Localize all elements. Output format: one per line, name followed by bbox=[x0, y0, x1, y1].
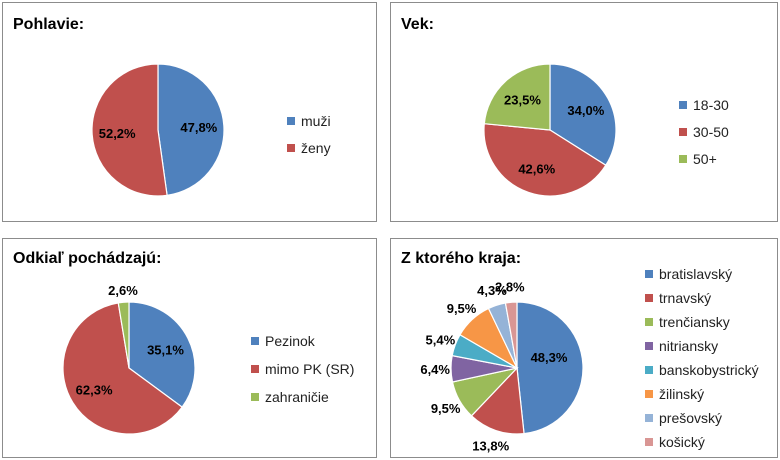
legend-item: košický bbox=[645, 430, 759, 454]
legend-swatch bbox=[645, 270, 653, 278]
data-label: 34,0% bbox=[567, 103, 604, 118]
pie-chart-age: 34,0% 42,6% 23,5% bbox=[483, 63, 617, 197]
legend-item: 18-30 bbox=[679, 91, 729, 118]
data-label: 2,6% bbox=[108, 283, 138, 298]
legend-swatch bbox=[645, 366, 653, 374]
pie-slice bbox=[91, 63, 168, 197]
legend-item: muži bbox=[287, 107, 331, 134]
legend-label: 30-50 bbox=[693, 123, 729, 140]
pie-chart-origin: 35,1% 62,3% 2,6% bbox=[62, 283, 196, 435]
legend-label: bratislavský bbox=[659, 266, 733, 282]
legend-swatch bbox=[679, 100, 687, 109]
chart-panel-region: Z ktorého kraja: 48,3% 13,8% 9,5% 6,4% 5,4% 9… bbox=[390, 238, 778, 458]
legend-swatch bbox=[251, 337, 259, 345]
data-label: 42,6% bbox=[518, 162, 555, 177]
legend-origin: Pezinok mimo PK (SR) zahraničie bbox=[251, 327, 354, 411]
data-label: 48,3% bbox=[531, 350, 568, 365]
legend-item: trnavský bbox=[645, 286, 759, 310]
legend-label: 50+ bbox=[693, 150, 717, 167]
legend-item: 50+ bbox=[679, 145, 729, 172]
legend-label: 18-30 bbox=[693, 96, 729, 113]
legend-swatch bbox=[679, 127, 687, 136]
legend-swatch bbox=[251, 365, 259, 373]
data-label: 9,5% bbox=[447, 301, 477, 316]
chart-panel-gender: Pohlavie: 47,8% 52,2% muži ženy bbox=[2, 2, 377, 222]
legend-label: banskobystrický bbox=[659, 362, 759, 378]
legend-label: mimo PK (SR) bbox=[265, 361, 355, 377]
legend-item: žilinský bbox=[645, 382, 759, 406]
data-label: 2,8% bbox=[495, 279, 525, 294]
legend-item: prešovský bbox=[645, 406, 759, 430]
pie-slice bbox=[516, 301, 584, 435]
chart-title: Odkiaľ pochádzajú: bbox=[13, 250, 162, 267]
legend-label: žilinský bbox=[659, 386, 705, 402]
data-label: 9,5% bbox=[431, 401, 461, 416]
pie-slice bbox=[117, 301, 130, 369]
legend-item: banskobystrický bbox=[645, 358, 759, 382]
chart-title: Vek: bbox=[401, 16, 434, 33]
legend-item: Pezinok bbox=[251, 327, 354, 355]
legend-label: nitriansky bbox=[659, 338, 719, 354]
data-label: 62,3% bbox=[76, 382, 113, 397]
legend-item: mimo PK (SR) bbox=[251, 355, 354, 383]
legend-swatch bbox=[645, 438, 653, 446]
pie-chart-region: 48,3%13,8%9,5%6,4%5,4%9,5%4,3%2,8% bbox=[420, 279, 584, 454]
legend-gender: muži ženy bbox=[287, 107, 331, 161]
pie-slice bbox=[62, 302, 183, 435]
pie-chart-gender: 47,8% 52,2% bbox=[91, 63, 225, 197]
chart-panel-age: Vek: 34,0% 42,6% 23,5% 18-30 30-50 50+ bbox=[390, 2, 778, 222]
pie-slice bbox=[504, 301, 518, 369]
legend-label: trnavský bbox=[659, 290, 712, 306]
legend-swatch bbox=[645, 342, 653, 350]
legend-item: ženy bbox=[287, 134, 331, 161]
legend-label: ženy bbox=[301, 139, 331, 156]
legend-label: košický bbox=[659, 434, 705, 450]
legend-item: zahraničie bbox=[251, 383, 354, 411]
legend-item: bratislavský bbox=[645, 262, 759, 286]
legend-item: 30-50 bbox=[679, 118, 729, 145]
legend-swatch bbox=[287, 116, 295, 125]
legend-age: 18-30 30-50 50+ bbox=[679, 91, 729, 172]
legend-swatch bbox=[645, 294, 653, 302]
pie-slice bbox=[157, 63, 225, 197]
chart-title: Z ktorého kraja: bbox=[401, 250, 522, 267]
pie-slice bbox=[483, 63, 551, 131]
data-label: 13,8% bbox=[472, 439, 509, 454]
data-label: 47,8% bbox=[180, 120, 217, 135]
legend-label: muži bbox=[301, 112, 331, 129]
legend-label: Pezinok bbox=[265, 333, 315, 349]
chart-panel-origin: Odkiaľ pochádzajú: 35,1% 62,3% 2,6% Pezino… bbox=[2, 238, 377, 458]
chart-title: Pohlavie: bbox=[13, 16, 85, 33]
legend-swatch bbox=[645, 318, 653, 326]
legend-label: prešovský bbox=[659, 410, 723, 426]
legend-label: trenčiansky bbox=[659, 314, 730, 330]
legend-item: nitriansky bbox=[645, 334, 759, 358]
data-label: 5,4% bbox=[426, 332, 456, 347]
legend-swatch bbox=[287, 143, 295, 152]
data-label: 23,5% bbox=[504, 93, 541, 108]
pie-slice bbox=[470, 366, 525, 435]
data-label: 35,1% bbox=[147, 343, 184, 358]
data-label: 4,3% bbox=[477, 283, 507, 298]
pie-slice bbox=[128, 301, 196, 408]
legend-swatch bbox=[251, 393, 259, 401]
pie-slice bbox=[483, 123, 607, 197]
legend-swatch bbox=[645, 390, 653, 398]
legend-swatch bbox=[645, 414, 653, 422]
legend-swatch bbox=[679, 154, 687, 163]
legend-region: bratislavský trnavský trenčiansky nitriansk… bbox=[645, 262, 759, 454]
legend-item: trenčiansky bbox=[645, 310, 759, 334]
data-label: 52,2% bbox=[99, 126, 136, 141]
legend-label: zahraničie bbox=[265, 389, 329, 405]
data-label: 6,4% bbox=[420, 362, 450, 377]
